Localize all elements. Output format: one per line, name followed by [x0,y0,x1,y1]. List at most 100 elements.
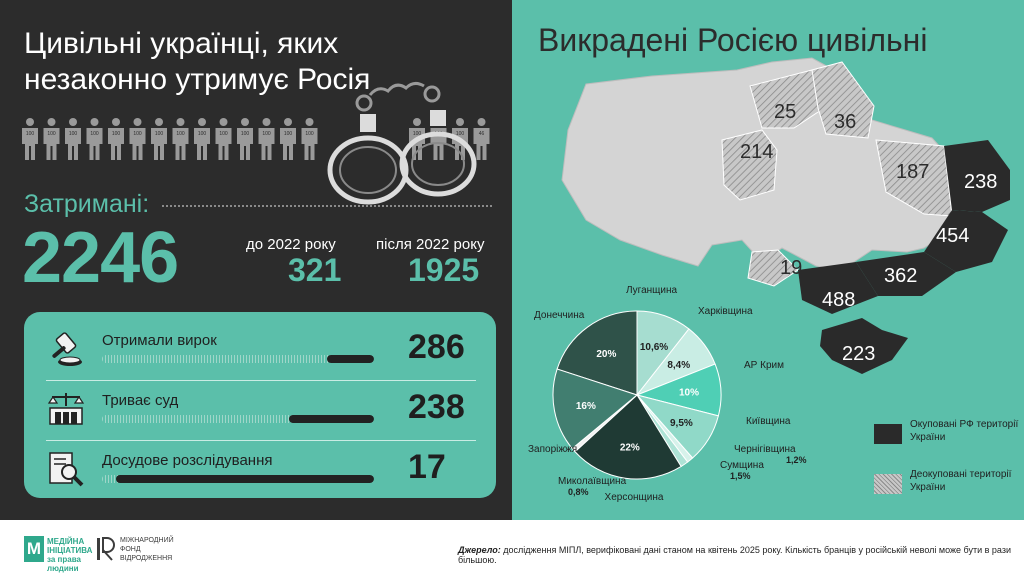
legend-swatch-deoccupied [874,474,902,494]
person-icon: 100 [215,118,232,160]
pie-slice-label: Чернігівщина [734,444,796,455]
stat-label: Досудове розслідування [102,452,273,469]
region-value: 25 [774,101,796,123]
pie-slice-label: Миколаївщина [558,476,627,487]
source-label: Джерело: [458,545,501,555]
person-count-label: 100 [305,131,314,137]
person-count-label: 46 [479,131,485,137]
map-mykolaiv-region [747,249,799,287]
map-chernihiv-region [749,69,825,129]
pie-slice-value: 8,4% [667,360,690,371]
stat-bar-fill [116,475,374,483]
person-icon: 100 [151,118,167,160]
renaissance-foundation-text: МІЖНАРОДНИЙ ФОНД ВІДРОДЖЕННЯ [120,537,174,562]
person-icon: 100 [280,118,296,160]
person-count-label: 100 [90,131,99,137]
pie-slice-value: 1,5% [730,471,751,481]
person-count-label: 100 [284,131,293,137]
after-2022-label: після 2022 року [376,236,485,253]
person-count-label: 100 [133,131,142,137]
map-kharkiv-region [875,139,953,217]
before-2022-value: 321 [288,252,342,288]
region-value: 223 [842,343,875,365]
region-value: 36 [834,111,856,133]
pie-slice [556,310,638,396]
person-count-label: 100 [219,131,228,137]
legend-label-deoccupied: Деокуповані території України [910,469,1012,493]
pie-slice-label: Київщина [746,416,791,427]
source-note: Джерело: дослідження МІПЛ, верифіковані … [458,545,1018,565]
pie-slice-value: 16% [576,401,596,412]
person-icon: 100 [108,118,124,160]
infographic-title: Цивільні українці, яких незаконно утриму… [24,27,371,96]
row-separator [46,440,476,441]
source-text: дослідження МІПЛ, верифіковані дані стан… [458,545,1011,565]
legend-item-deoccupied: Деокуповані території України [874,468,1024,508]
region-value: 19 [780,257,802,279]
legend-label-occupied: Окуповані РФ території України [910,419,1019,443]
status-card: Отримали вирок 286 Триває суд 238 [24,312,496,498]
handcuffs-icon [327,81,477,205]
person-icon: 100 [237,118,253,160]
region-value: 238 [964,171,997,193]
person-count-label: 100 [413,131,422,137]
person-icon: 100 [43,118,60,160]
pie-slice-label: Запоріжжя [528,444,577,455]
person-icon: 100 [86,118,103,160]
person-count-label: 100 [198,131,207,137]
region-value: 362 [884,265,917,287]
stat-value: 238 [408,388,465,426]
stat-label: Триває суд [102,392,179,409]
map-occupied-donetsk [924,210,1008,272]
detained-total: 2246 [22,218,179,298]
stat-bar-track [102,475,374,483]
pie-slice-value: 10% [679,388,699,399]
people-row: 100 100 100 100 100 100 100 100 100 100 100 100 100 1… [22,118,490,160]
pie-slice-value: 10,6% [640,342,668,353]
person-count-label: 100 [456,131,465,137]
person-icon: 100 [22,118,38,160]
pie-slice-label: Донеччина [534,310,585,321]
pie-slice [552,368,639,450]
region-value: 214 [740,141,773,163]
left-panel: Цивільні українці, яких незаконно утриму… [0,0,512,520]
stat-row-investigation: Досудове розслідування 17 [24,440,496,498]
pie-slice-value: 1,2% [786,455,807,465]
before-2022-label: до 2022 року [246,236,336,253]
gavel-icon [52,332,82,366]
person-count-label: 100 [262,131,271,137]
dotted-divider [162,205,492,207]
detained-label: Затримані: [24,190,150,218]
person-icon: 100 [301,118,318,160]
person-count-label: 100 [176,131,185,137]
renaissance-foundation-logo [97,537,115,561]
map-kyiv-region [721,129,778,201]
pie-chart: 20% Донеччина 10,6% Луганщина 8,4% Харківщина… [528,285,807,503]
person-count-label: 100 [155,131,164,137]
stat-row-sentenced: Отримали вирок 286 [24,320,496,378]
person-icon: 100 [65,118,81,160]
person-count-label: 100 [47,131,56,137]
pie-slice-label: Херсонщина [605,492,664,503]
pie-slice-value: 9,5% [670,418,693,429]
court-scales-icon [47,393,85,425]
stat-value: 17 [408,448,446,486]
legend-item-occupied: Окуповані РФ території України [874,418,1024,458]
person-count-label: 100 [69,131,78,137]
pie-slice-value: 20% [596,349,616,360]
person-count-label: 100 [241,131,250,137]
map-sumy-region [811,61,875,139]
pie-slice-label: АР Крим [744,360,784,371]
pie-slice-value: 22% [620,443,640,454]
person-icon: 100 [194,118,210,160]
ukraine-map: 25 36 214 187 238 454 19 362 488 223 20%… [528,57,1010,503]
pie-slice-value: 0,8% [568,487,589,497]
map-title: Викрадені Росією цивільні [538,22,928,58]
pie-slice-label: Луганщина [626,285,678,296]
stat-bar-fill [289,415,374,423]
after-2022-value: 1925 [408,252,480,288]
row-separator [46,380,476,381]
legend-swatch-occupied [874,424,902,444]
stat-bar-fill [326,355,374,363]
right-panel: 25 36 214 187 238 454 19 362 488 223 20%… [512,0,1024,520]
